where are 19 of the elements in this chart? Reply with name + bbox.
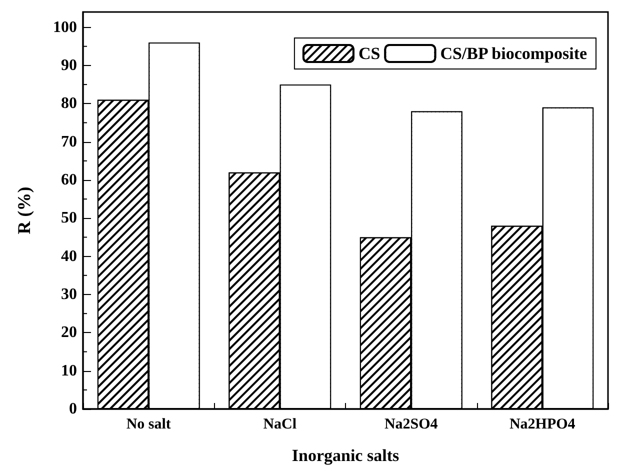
legend-label: CS — [358, 44, 380, 63]
y-tick-label: 0 — [69, 400, 77, 418]
y-tick-label: 10 — [61, 362, 77, 380]
x-tick-label: No salt — [126, 416, 171, 432]
x-tick-label: Na2HPO4 — [509, 416, 576, 432]
y-tick-label: 30 — [61, 286, 77, 303]
y-tick-label: 20 — [61, 324, 77, 342]
y-tick-label: 40 — [61, 248, 77, 265]
x-axis-title: Inorganic salts — [292, 446, 400, 465]
y-tick-label: 50 — [61, 210, 77, 227]
y-axis-title: R (%) — [14, 186, 34, 234]
legend-label: CS/BP biocomposite — [440, 44, 588, 63]
y-tick-label: 70 — [61, 133, 77, 150]
y-tick-label: 80 — [61, 95, 77, 112]
x-tick-label: Na2SO4 — [384, 416, 438, 432]
y-tick-label: 60 — [61, 171, 77, 188]
y-tick-label: 100 — [53, 18, 77, 36]
y-tick-label: 90 — [61, 56, 77, 74]
x-tick-label: NaCl — [263, 416, 297, 432]
